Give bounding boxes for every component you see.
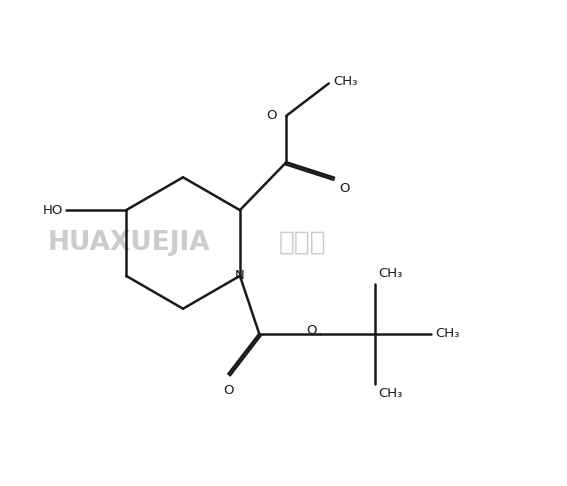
Text: CH₃: CH₃ [333,75,358,88]
Text: CH₃: CH₃ [378,387,403,400]
Text: O: O [266,108,277,122]
Text: N: N [235,269,245,282]
Text: CH₃: CH₃ [378,267,403,280]
Text: HO: HO [43,204,63,217]
Text: O: O [306,324,316,337]
Text: HUAXUEJIA: HUAXUEJIA [48,230,210,256]
Text: CH₃: CH₃ [435,327,460,340]
Text: O: O [339,182,349,195]
Text: 化学加: 化学加 [279,230,327,256]
Text: O: O [223,384,234,397]
